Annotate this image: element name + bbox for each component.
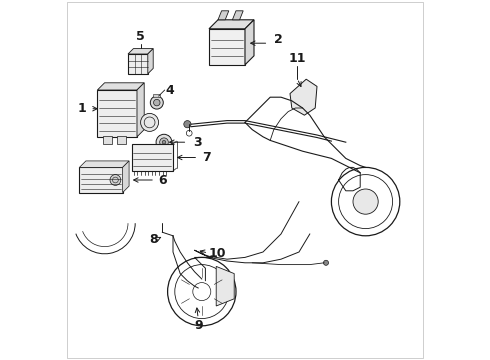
Polygon shape <box>218 11 229 20</box>
Polygon shape <box>290 79 317 115</box>
Text: 1: 1 <box>78 102 87 115</box>
Bar <box>117 136 126 144</box>
Circle shape <box>353 189 378 214</box>
Text: 9: 9 <box>194 319 202 332</box>
Polygon shape <box>137 83 144 137</box>
Text: 3: 3 <box>193 136 201 149</box>
Text: 10: 10 <box>209 247 226 260</box>
Circle shape <box>160 138 169 147</box>
Polygon shape <box>98 83 144 90</box>
Text: 5: 5 <box>136 30 145 43</box>
Polygon shape <box>148 49 153 74</box>
Polygon shape <box>232 11 243 20</box>
Text: 2: 2 <box>274 33 283 46</box>
Polygon shape <box>122 161 129 193</box>
Text: 4: 4 <box>166 84 174 96</box>
Bar <box>153 94 160 97</box>
Polygon shape <box>245 20 254 65</box>
Circle shape <box>153 99 160 106</box>
Polygon shape <box>128 49 153 54</box>
Bar <box>98 90 137 137</box>
Circle shape <box>162 140 166 144</box>
Circle shape <box>150 96 163 109</box>
Bar <box>209 29 245 65</box>
Circle shape <box>141 113 159 131</box>
Bar <box>103 136 112 144</box>
Polygon shape <box>209 20 254 29</box>
Text: 6: 6 <box>159 174 167 186</box>
Circle shape <box>156 134 172 150</box>
Bar <box>132 144 173 171</box>
Text: 8: 8 <box>149 233 157 246</box>
Circle shape <box>323 260 328 265</box>
Text: 11: 11 <box>289 52 306 65</box>
Circle shape <box>110 175 121 185</box>
Circle shape <box>184 121 191 128</box>
Bar <box>128 54 148 74</box>
Text: 7: 7 <box>202 151 211 164</box>
Polygon shape <box>79 161 129 167</box>
Polygon shape <box>216 266 234 306</box>
Bar <box>79 167 122 193</box>
